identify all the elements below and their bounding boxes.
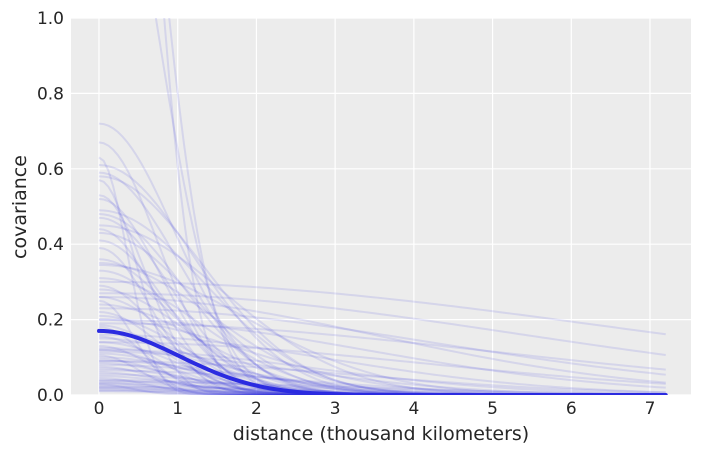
sample-curve	[98, 179, 666, 395]
y-tick-label: 0.8	[37, 84, 64, 104]
x-tick-label: 1	[172, 399, 183, 419]
plot-background	[71, 18, 691, 395]
x-tick-label: 2	[251, 399, 262, 419]
x-tick-label: 4	[408, 399, 419, 419]
sample-curve	[98, 333, 666, 394]
sample-curve	[99, 380, 666, 395]
sample-curve	[98, 318, 666, 389]
x-axis-label: distance (thousand kilometers)	[233, 423, 529, 445]
sample-curve	[99, 280, 666, 336]
y-tick-label: 0.4	[37, 235, 64, 255]
sample-curve	[98, 358, 666, 395]
y-axis-label: covariance	[9, 155, 31, 259]
sample-curve	[98, 141, 666, 395]
sample-curve	[168, 18, 666, 395]
sample-curve	[163, 18, 666, 395]
x-tick-label: 5	[487, 399, 498, 419]
x-tick-label: 7	[645, 399, 656, 419]
sample-curve	[98, 307, 666, 376]
sample-curve	[98, 277, 666, 395]
x-tick-label: 6	[566, 399, 577, 419]
sample-curve	[98, 295, 666, 384]
sample-curve	[98, 344, 666, 395]
sample-curve	[98, 194, 666, 395]
mean-curve	[97, 328, 668, 395]
mean-covariance-curve	[97, 328, 668, 395]
sample-curve	[98, 354, 666, 395]
sample-curve	[98, 292, 666, 356]
sample-curve	[98, 388, 666, 395]
y-tick-label: 0.6	[37, 160, 64, 180]
sample-curve	[98, 175, 666, 395]
sample-curve	[98, 386, 666, 395]
sample-curve	[98, 311, 666, 395]
sample-curve	[98, 322, 666, 371]
sample-curve	[98, 348, 666, 395]
sample-curve	[98, 335, 666, 395]
y-tick-label: 1.0	[37, 9, 64, 29]
x-tick-label: 0	[94, 399, 105, 419]
grid-lines	[71, 17, 691, 396]
sample-curve	[98, 228, 666, 395]
y-axis-ticks: 0.0 0.2 0.4 0.6 0.8 1.0	[37, 9, 64, 406]
sample-curve	[98, 164, 666, 395]
sample-curve	[98, 156, 666, 395]
sample-curve	[98, 377, 666, 395]
sample-curve	[98, 246, 666, 395]
sample-curve	[98, 341, 666, 385]
y-tick-label: 0.2	[37, 311, 64, 331]
sample-curve	[98, 383, 666, 395]
sample-curve	[98, 381, 666, 395]
sample-curve	[98, 365, 666, 395]
x-axis-ticks: 0 1 2 3 4 5 6 7	[94, 399, 656, 419]
y-tick-label: 0.0	[37, 386, 64, 406]
x-tick-label: 3	[330, 399, 341, 419]
sample-curve	[98, 299, 666, 395]
sample-curve	[98, 326, 666, 395]
